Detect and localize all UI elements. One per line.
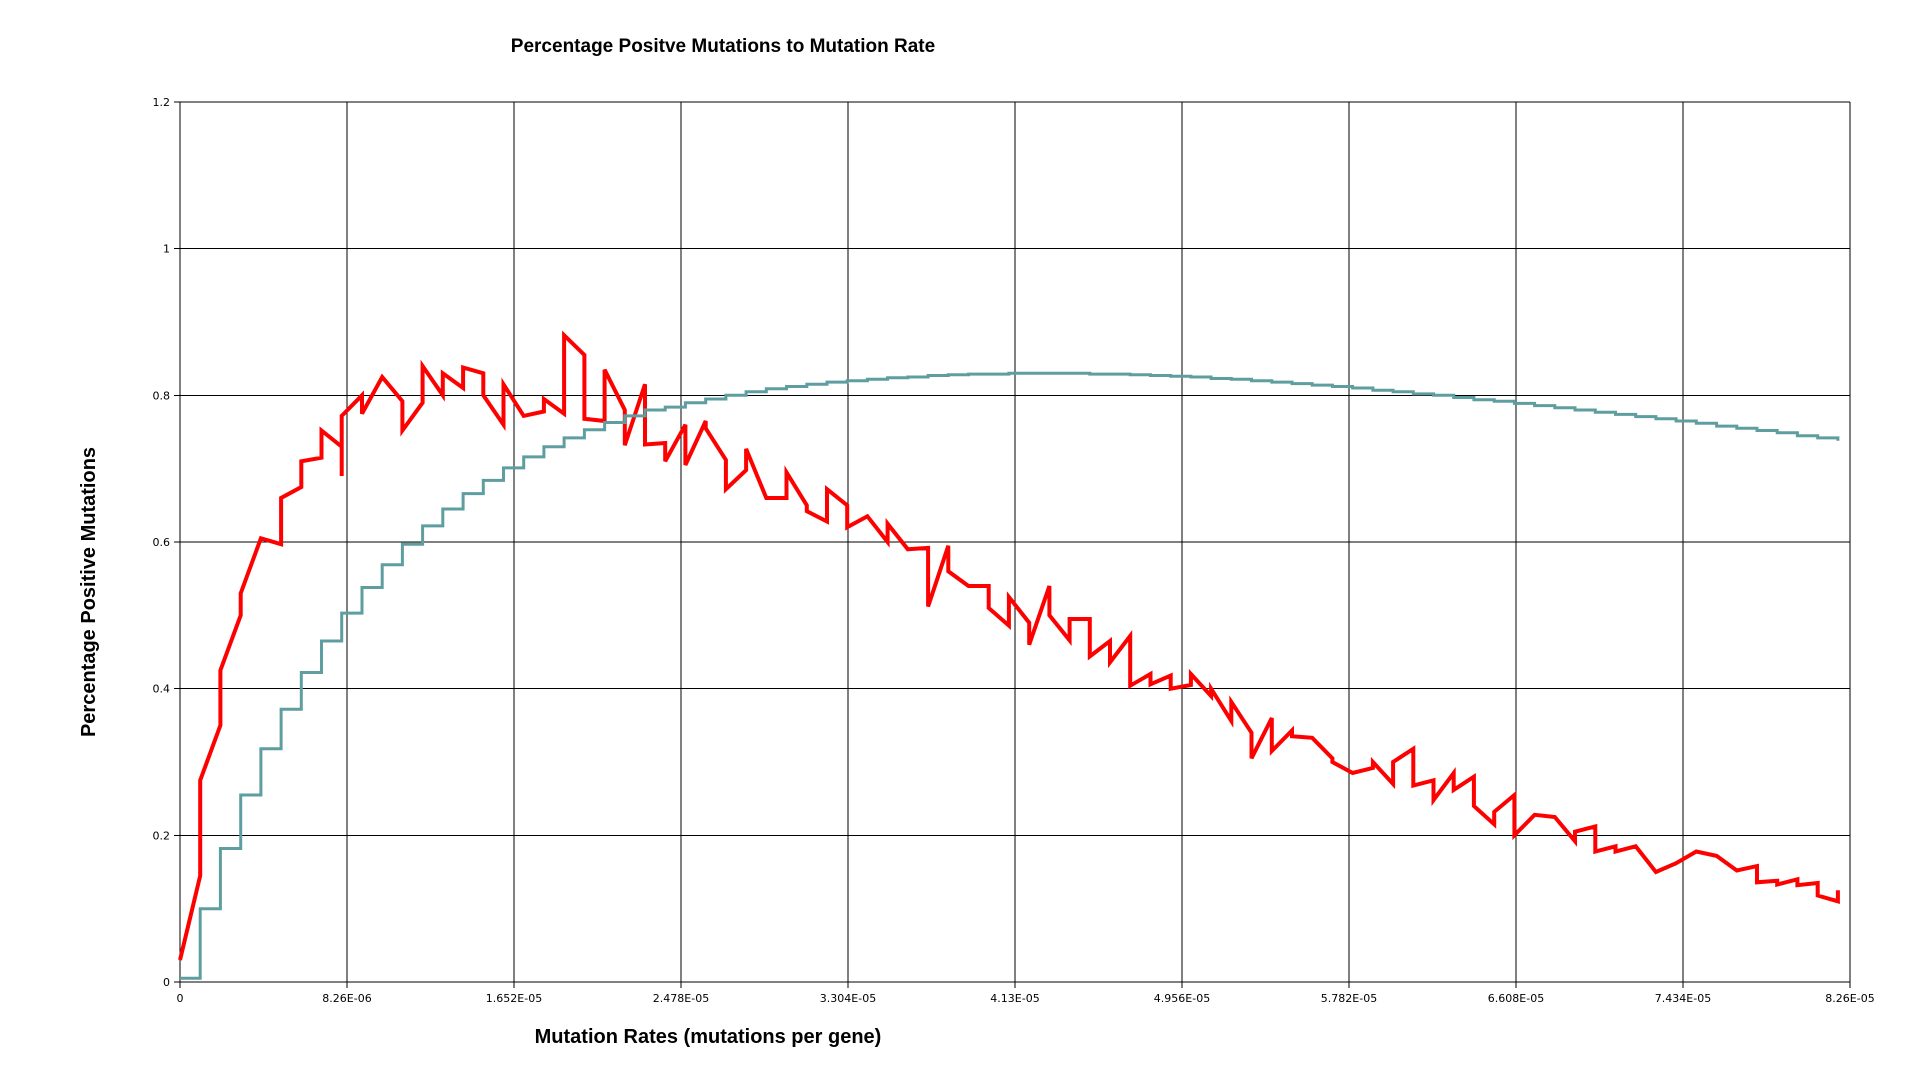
x-tick-label: 5.782E-05 <box>1321 992 1377 1005</box>
x-tick-label: 8.26E-06 <box>322 992 371 1005</box>
series-layer <box>178 330 1840 980</box>
x-tick-label: 0 <box>177 992 184 1005</box>
y-axis-label: Percentage Positive Mutations <box>78 447 100 737</box>
x-tick-label: 6.608E-05 <box>1488 992 1544 1005</box>
y-tick-label: 0.2 <box>153 829 171 842</box>
x-axis-label: Mutation Rates (mutations per gene) <box>535 1026 882 1048</box>
x-tick-label: 2.478E-05 <box>653 992 709 1005</box>
y-tick-label: 0 <box>163 976 170 989</box>
y-tick-label: 0.6 <box>153 536 171 549</box>
x-tick-label: 3.304E-05 <box>820 992 876 1005</box>
chart-title: Percentage Positve Mutations to Mutation… <box>511 36 935 57</box>
grid <box>174 101 1851 988</box>
series-line-1 <box>178 330 1840 961</box>
x-tick-label: 1.652E-05 <box>486 992 542 1005</box>
x-tick-label: 4.956E-05 <box>1154 992 1210 1005</box>
tick-labels: 0 8.26E-06 1.652E-05 2.478E-05 3.304E-05 4.13… <box>153 96 1875 1005</box>
y-tick-label: 0.4 <box>153 683 171 696</box>
y-tick-label: 0.8 <box>153 389 171 402</box>
y-tick-label: 1 <box>163 243 170 256</box>
y-tick-label: 1.2 <box>153 96 171 109</box>
series-line-2 <box>180 371 1840 980</box>
x-tick-label: 8.26E-05 <box>1825 992 1874 1005</box>
x-tick-label: 7.434E-05 <box>1655 992 1711 1005</box>
x-tick-label: 4.13E-05 <box>990 992 1039 1005</box>
